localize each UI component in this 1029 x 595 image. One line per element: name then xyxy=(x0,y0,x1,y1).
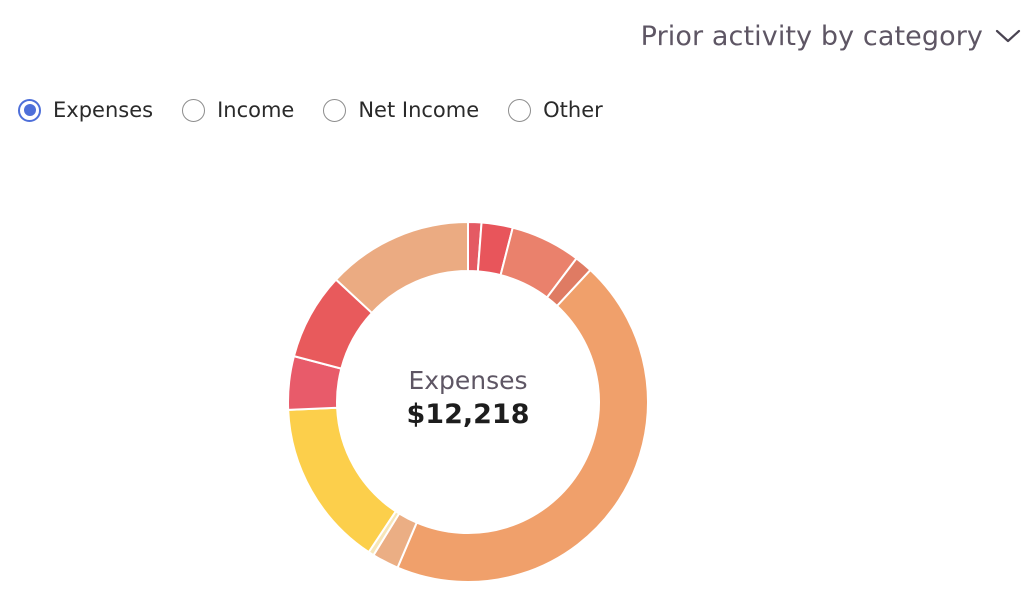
radio-expenses[interactable]: Expenses xyxy=(18,98,153,122)
chevron-down-icon xyxy=(995,28,1021,44)
radio-button-income[interactable] xyxy=(182,98,206,122)
radio-income[interactable]: Income xyxy=(182,98,294,122)
dropdown-label: Prior activity by category xyxy=(640,20,983,52)
radio-net-income[interactable]: Net Income xyxy=(323,98,479,122)
donut-slice-8[interactable] xyxy=(288,406,397,554)
donut-svg xyxy=(288,222,648,582)
radio-label-expenses: Expenses xyxy=(53,98,154,122)
expenses-donut-chart: Expenses $12,218 xyxy=(288,222,648,582)
radio-other[interactable]: Other xyxy=(508,98,603,122)
radio-label-net-income: Net Income xyxy=(358,98,480,122)
category-dropdown[interactable]: Prior activity by category xyxy=(641,14,1021,58)
donut-slice-11[interactable] xyxy=(335,222,469,314)
radio-label-income: Income xyxy=(217,98,295,122)
radio-button-net-income[interactable] xyxy=(323,98,347,122)
radio-button-expenses[interactable] xyxy=(18,98,41,122)
donut-slice-5[interactable] xyxy=(396,269,648,582)
radio-button-other[interactable] xyxy=(508,98,532,122)
radio-label-other: Other xyxy=(543,98,603,122)
activity-type-radio-group: Expenses Income Net Income Other xyxy=(18,92,632,128)
